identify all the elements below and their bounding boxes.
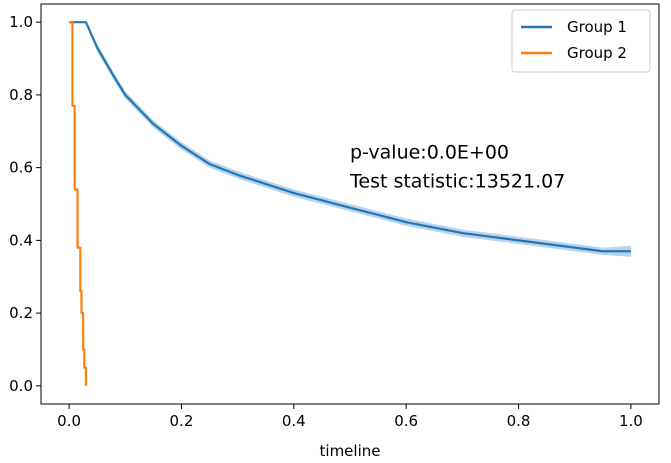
ticks-layer: 0.0 0.2 0.4 0.6 0.8 1.0 0.0 0.2 0.4 0.6 0.8 1.0 — [9, 13, 643, 430]
confidence-band-group-1 — [69, 22, 631, 257]
y-tick-label: 0.8 — [9, 86, 33, 104]
p-value-annotation: p-value:0.0E+00 — [350, 142, 509, 164]
y-tick-label: 0.2 — [9, 304, 33, 322]
legend-box — [511, 9, 651, 73]
y-tick-label: 1.0 — [9, 13, 33, 31]
x-tick-label: 0.0 — [57, 412, 81, 430]
x-tick-label: 0.6 — [394, 412, 418, 430]
x-tick-label: 0.2 — [170, 412, 194, 430]
legend-label-group-2: Group 2 — [567, 44, 627, 62]
plot-layer — [69, 21, 631, 386]
x-tick-label: 0.8 — [507, 412, 531, 430]
legend-label-group-1: Group 1 — [567, 18, 627, 36]
x-axis-label: timeline — [320, 442, 381, 460]
series-line-group-2 — [69, 21, 88, 386]
x-tick-label: 1.0 — [619, 412, 643, 430]
plot-frame — [40, 3, 660, 405]
x-tick-label: 0.4 — [282, 412, 306, 430]
y-tick-label: 0.6 — [9, 159, 33, 177]
y-tick-label: 0.0 — [9, 377, 33, 395]
test-statistic-annotation: Test statistic:13521.07 — [349, 171, 565, 193]
legend: Group 1 Group 2 — [511, 9, 651, 73]
y-tick-label: 0.4 — [9, 231, 33, 249]
series-line-group-1 — [69, 21, 631, 253]
